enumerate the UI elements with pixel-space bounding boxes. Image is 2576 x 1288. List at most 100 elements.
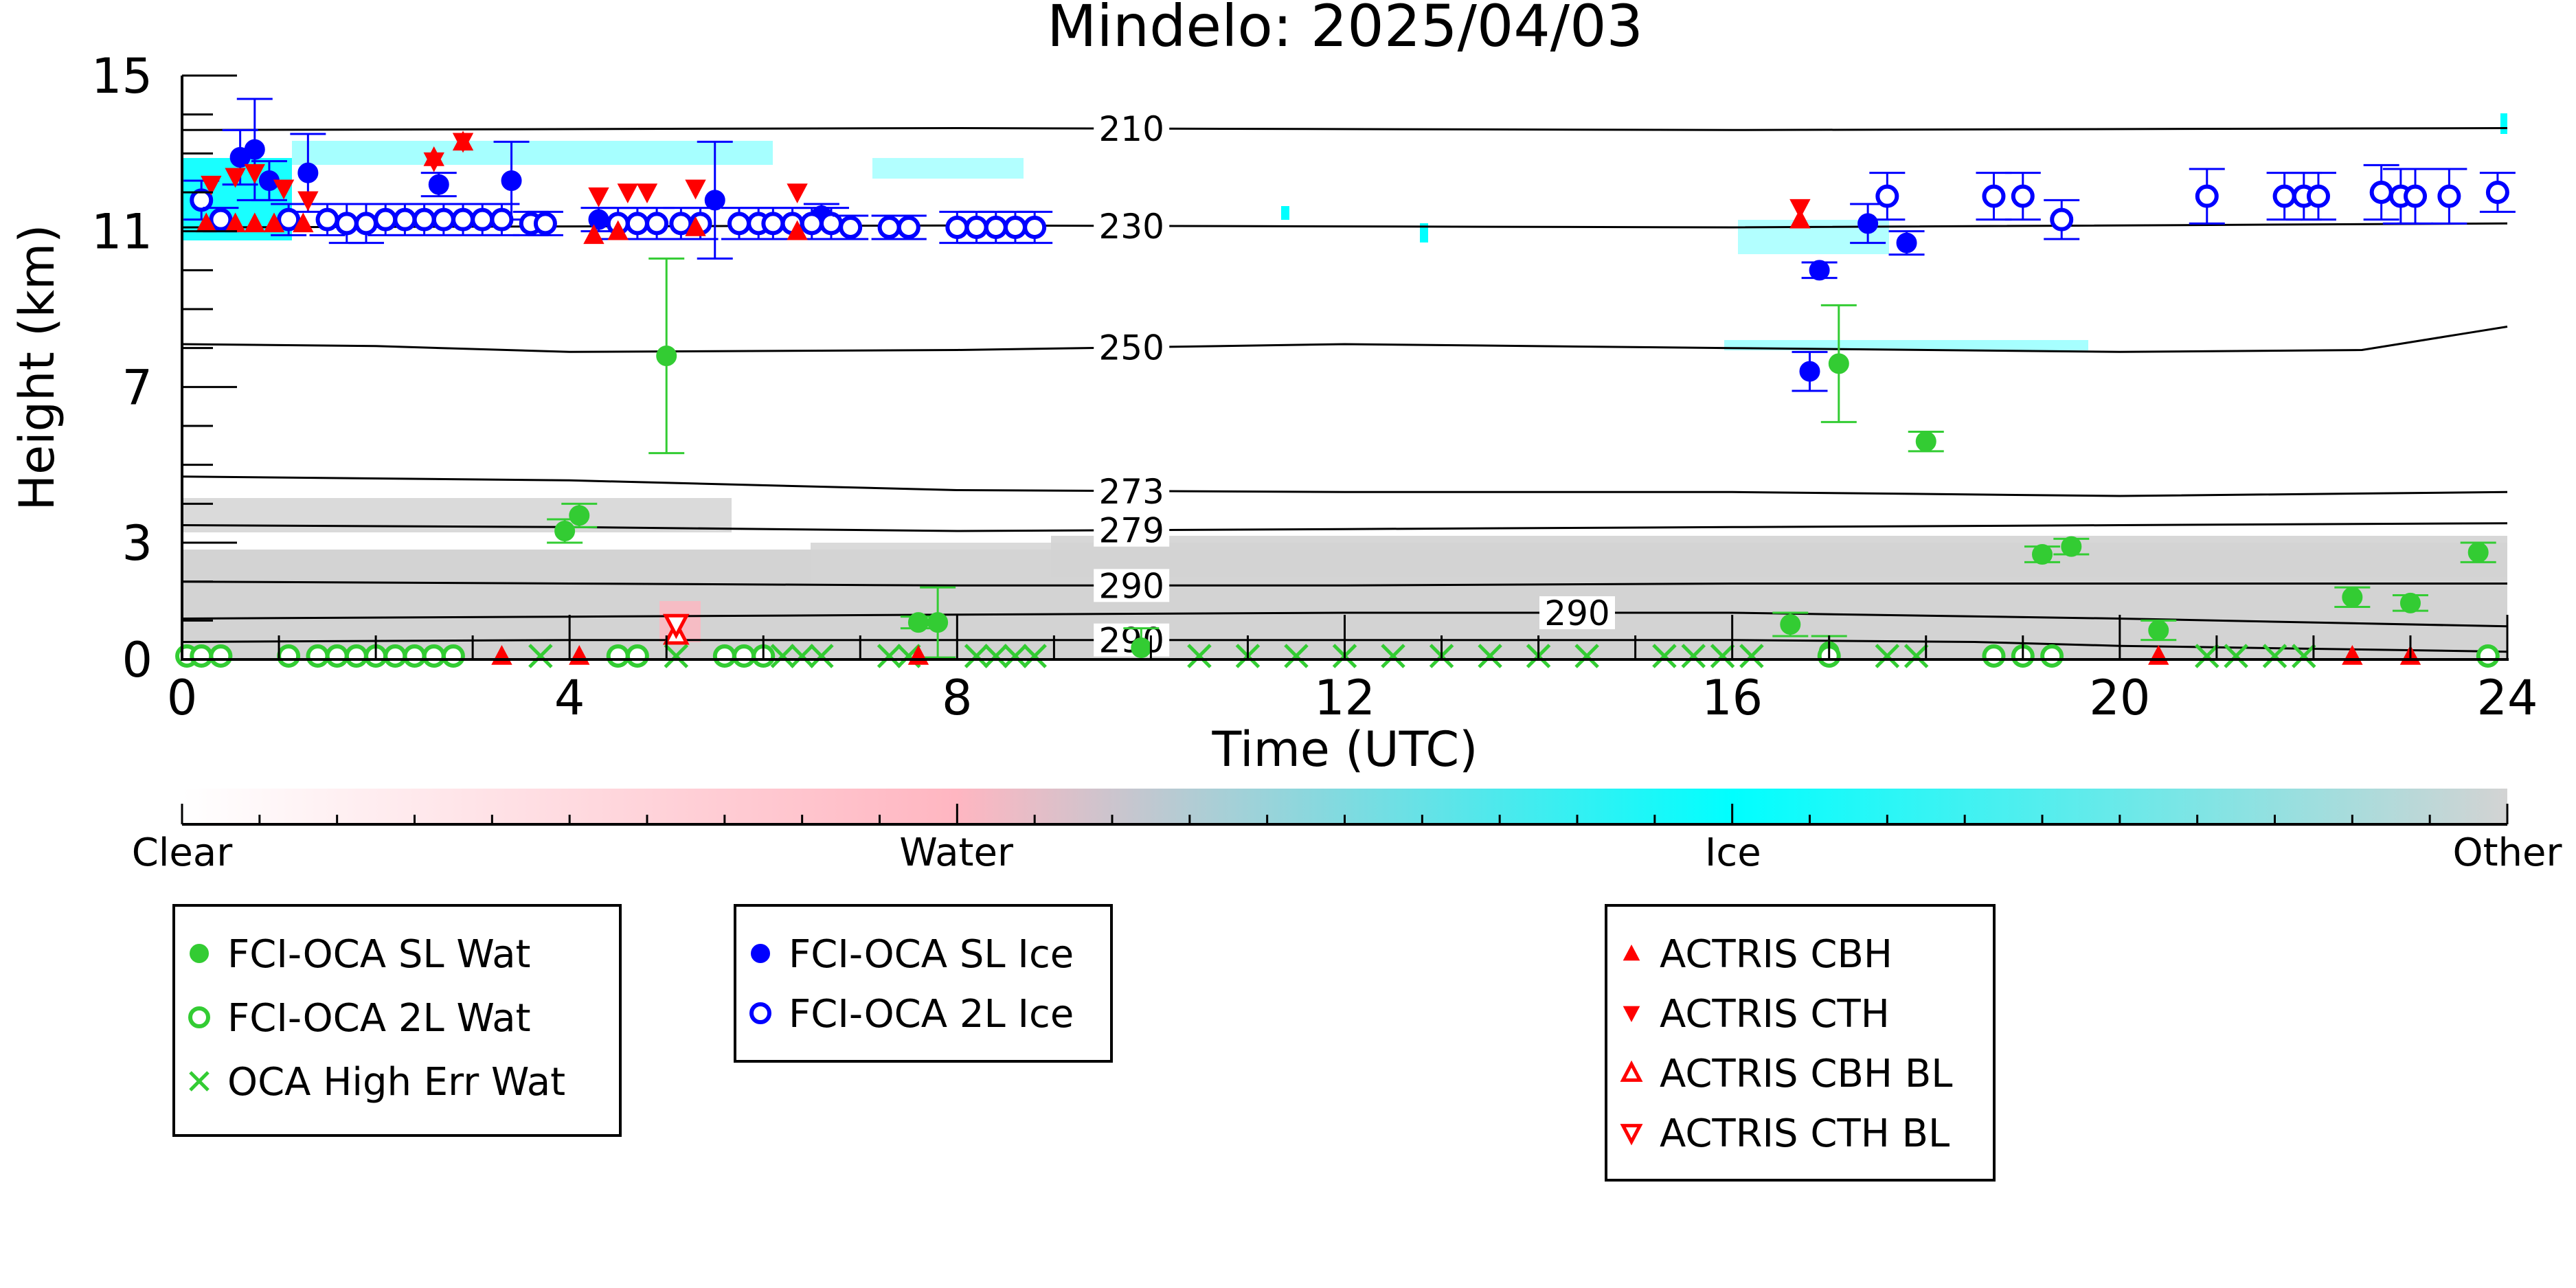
data-point (945, 216, 969, 239)
data-point (273, 179, 295, 200)
contour-label-250: 250 (1098, 328, 1164, 368)
ice-speck-3 (2500, 113, 2507, 134)
legend-marker (1623, 945, 1640, 961)
legend-label: ACTRIS CTH (1660, 992, 1890, 1037)
data-point (704, 190, 725, 211)
data-point (787, 183, 808, 203)
data-point (964, 644, 989, 668)
data-point (2306, 184, 2330, 208)
data-point (190, 188, 214, 212)
legend-label: OCA High Err Wat (227, 1060, 565, 1105)
data-point (244, 139, 265, 160)
x-tick-label: 12 (1314, 670, 1375, 726)
data-point (297, 191, 319, 212)
legend-label: ACTRIS CTH BL (1660, 1111, 1950, 1156)
data-point (819, 212, 843, 236)
x-tick-label: 8 (942, 670, 973, 726)
legend-marker (190, 944, 209, 963)
data-point (441, 644, 465, 668)
data-point (2272, 184, 2296, 208)
data-point-stroke-b (1187, 644, 1212, 668)
data-point (1284, 644, 1309, 668)
ice-streak-morning (292, 141, 773, 165)
data-point (1875, 184, 1899, 208)
data-point (1903, 644, 1929, 668)
data-point (374, 207, 398, 231)
data-point (588, 209, 609, 230)
data-point-stroke-b (1875, 644, 1900, 668)
data-point (1982, 644, 2006, 668)
data-point (983, 644, 1008, 668)
x-tick-label: 24 (2476, 670, 2538, 726)
data-point (201, 175, 222, 196)
legend-box-3: ACTRIS CBH ACTRIS CTH ACTRIS CBH BL ACTRIS … (1605, 904, 1996, 1182)
legend-marker (749, 1002, 771, 1024)
data-point (2467, 542, 2489, 563)
data-point (422, 644, 446, 668)
data-point (412, 207, 436, 231)
colorbar-label-other: Other (2452, 831, 2562, 875)
colorbar-label-water: Water (899, 831, 1014, 875)
contour-line-230 (181, 222, 2508, 229)
boundary-layer-band-mid (1051, 536, 2507, 577)
y-tick-label: 3 (122, 515, 152, 572)
data-point (423, 152, 444, 172)
data-point (877, 644, 902, 668)
data-point (877, 216, 901, 239)
contour-label-290: 290 (1098, 566, 1164, 606)
data-point (1896, 232, 1917, 253)
data-point (325, 644, 349, 668)
ice-streak-afternoon-low (1724, 340, 2088, 350)
data-point (1809, 260, 1830, 281)
cloud-mask-image (182, 113, 2507, 659)
data-point (625, 644, 649, 668)
data-point (2148, 620, 2169, 641)
data-point-stroke-b (1003, 644, 1028, 668)
data-point (383, 644, 407, 668)
contour-label-bg (1094, 513, 1170, 547)
data-point-stroke-b (1652, 644, 1677, 668)
data-point (2292, 644, 2316, 668)
data-point (1187, 644, 1212, 668)
data-point (451, 207, 475, 231)
y-tick-label: 7 (122, 359, 152, 416)
data-point (2485, 181, 2509, 204)
data-point (569, 505, 590, 526)
data-point (583, 224, 605, 245)
x-tick-label: 0 (167, 670, 198, 726)
legends: FCI-OCA SL Wat FCI-OCA 2L Wat OCA High Err… (172, 904, 1996, 1182)
legend-marker-stroke-b (189, 1071, 210, 1092)
data-point-stroke-b (2292, 644, 2316, 668)
data-point (669, 212, 693, 236)
data-point (209, 207, 233, 231)
contour-label-210: 210 (1098, 109, 1164, 149)
legend-marker (188, 1006, 210, 1028)
contour-line-210 (181, 126, 2508, 131)
data-point-stroke-b (964, 644, 989, 668)
data-point-stroke-b (664, 644, 689, 668)
colorbar-labels: Clear Water Ice Other (132, 831, 2563, 875)
legend-marker (751, 944, 770, 963)
data-point-stroke-b (2195, 644, 2219, 668)
data-point (2032, 544, 2053, 565)
series-actris-cth-bl (662, 613, 690, 640)
data-point (1799, 361, 1820, 382)
data-point-stroke-b (983, 644, 1008, 668)
legend-marker (1620, 1124, 1643, 1146)
data-point (2404, 184, 2428, 208)
data-point (712, 644, 736, 668)
ice-streak-late-morning (872, 158, 1024, 179)
data-point (662, 613, 690, 640)
data-point (554, 521, 576, 541)
data-point (1710, 644, 1735, 668)
data-point (277, 644, 301, 668)
data-point (1828, 353, 1849, 374)
contour-label-230: 230 (1098, 207, 1164, 247)
data-point (431, 207, 455, 231)
data-point-stroke-b (1284, 644, 1309, 668)
data-point (732, 644, 756, 668)
y-axis-label: Height (km) (9, 225, 65, 511)
data-point (625, 212, 649, 236)
colorbar-label-clear: Clear (132, 831, 233, 875)
data-point (344, 644, 368, 668)
